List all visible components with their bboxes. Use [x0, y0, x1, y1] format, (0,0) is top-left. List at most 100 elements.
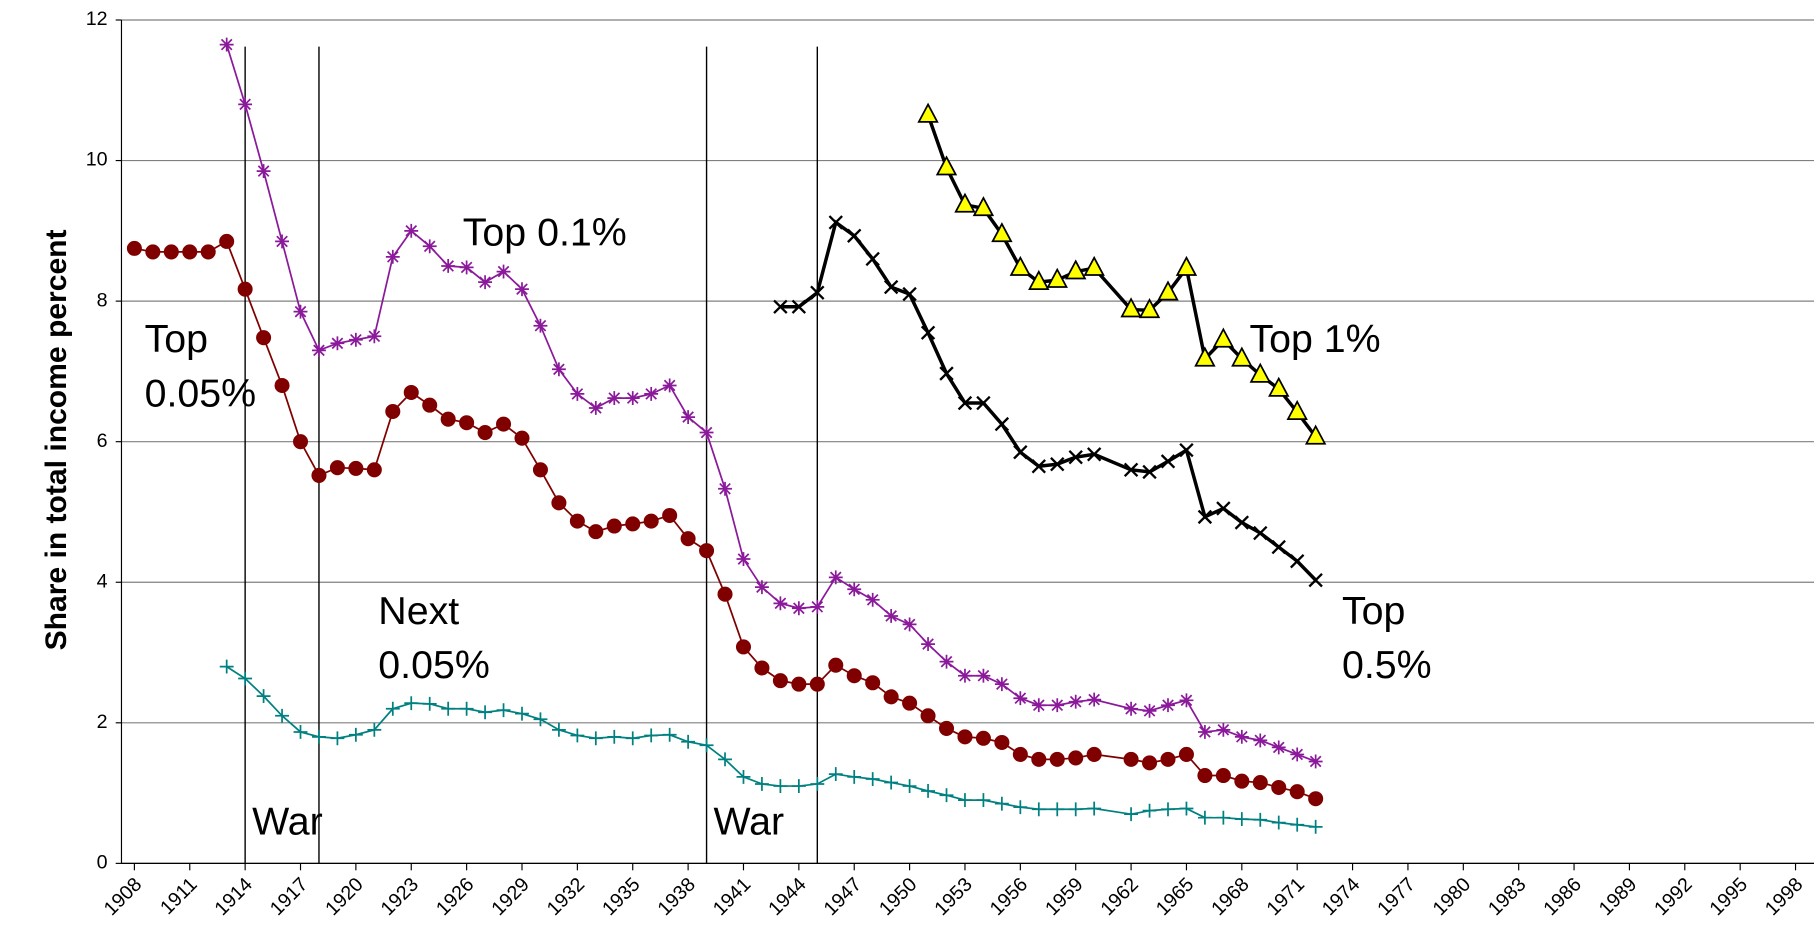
- marker: [699, 543, 715, 559]
- marker: [958, 668, 972, 683]
- marker: [515, 706, 529, 721]
- marker: [569, 513, 585, 529]
- event-label: War: [714, 799, 785, 843]
- marker: [219, 659, 234, 674]
- marker: [1065, 259, 1087, 280]
- marker: [1271, 815, 1286, 830]
- marker: [865, 251, 880, 267]
- marker: [219, 37, 234, 52]
- marker: [1083, 255, 1105, 276]
- marker: [422, 397, 438, 413]
- marker: [514, 430, 530, 446]
- marker: [791, 299, 807, 314]
- marker: [1216, 810, 1231, 825]
- marker: [1013, 445, 1028, 460]
- marker: [902, 695, 918, 711]
- marker: [1068, 694, 1083, 709]
- marker: [935, 155, 958, 176]
- marker: [1009, 255, 1032, 276]
- marker: [533, 712, 548, 727]
- marker: [1289, 784, 1305, 800]
- marker: [1123, 751, 1139, 767]
- marker: [459, 415, 475, 431]
- marker: [1271, 539, 1286, 555]
- marker: [1216, 501, 1231, 516]
- marker: [718, 481, 732, 496]
- marker: [957, 395, 973, 411]
- marker: [920, 325, 936, 340]
- marker: [441, 259, 456, 273]
- marker: [1231, 346, 1253, 367]
- series: [219, 37, 1323, 769]
- series-label: 0.5%: [1342, 643, 1432, 687]
- series: [917, 102, 1327, 445]
- marker: [1249, 362, 1271, 383]
- marker: [994, 734, 1010, 751]
- marker: [478, 705, 493, 720]
- marker: [570, 386, 585, 401]
- marker: [1308, 572, 1323, 588]
- marker: [1161, 698, 1175, 713]
- marker: [274, 377, 290, 393]
- marker: [330, 336, 345, 351]
- marker: [1197, 725, 1212, 739]
- marker: [1234, 515, 1250, 530]
- marker: [256, 164, 271, 179]
- marker: [126, 240, 142, 256]
- marker: [478, 275, 493, 290]
- marker: [735, 639, 752, 655]
- marker: [957, 729, 973, 745]
- marker: [625, 731, 640, 746]
- marker: [588, 731, 603, 746]
- marker: [1142, 803, 1157, 818]
- marker: [847, 582, 862, 597]
- marker: [496, 703, 511, 718]
- y-tick-label: 10: [86, 149, 108, 171]
- marker: [1308, 754, 1323, 769]
- marker: [238, 97, 253, 112]
- marker: [403, 384, 419, 401]
- series-label: Top: [145, 317, 208, 361]
- marker: [680, 531, 696, 547]
- marker: [972, 196, 995, 217]
- marker: [1212, 327, 1235, 348]
- y-tick-label: 12: [86, 8, 108, 30]
- marker: [588, 524, 604, 540]
- marker: [1271, 779, 1287, 795]
- marker: [1304, 424, 1327, 445]
- marker: [625, 516, 641, 532]
- marker: [182, 244, 198, 260]
- series: [126, 233, 1324, 807]
- marker: [809, 676, 825, 692]
- marker: [791, 779, 806, 794]
- marker: [994, 677, 1009, 692]
- marker: [1124, 701, 1139, 716]
- marker: [717, 586, 733, 602]
- marker: [1253, 812, 1268, 827]
- marker: [736, 552, 751, 566]
- marker: [459, 701, 474, 716]
- marker: [773, 299, 788, 314]
- marker: [256, 330, 272, 346]
- marker: [441, 701, 456, 716]
- marker: [1031, 802, 1046, 817]
- marker: [1161, 802, 1175, 817]
- marker: [1197, 509, 1213, 525]
- marker: [1120, 297, 1142, 318]
- marker: [1215, 768, 1231, 784]
- marker: [385, 403, 401, 419]
- marker: [607, 391, 622, 406]
- marker: [1253, 733, 1268, 748]
- marker: [976, 395, 991, 411]
- marker: [422, 239, 437, 254]
- marker: [275, 708, 289, 723]
- marker: [145, 244, 161, 260]
- marker: [662, 507, 678, 524]
- marker: [1252, 775, 1268, 791]
- series-line: [134, 240, 1316, 800]
- marker: [477, 425, 493, 441]
- marker: [256, 689, 271, 704]
- marker: [1234, 729, 1249, 744]
- marker: [1086, 746, 1102, 762]
